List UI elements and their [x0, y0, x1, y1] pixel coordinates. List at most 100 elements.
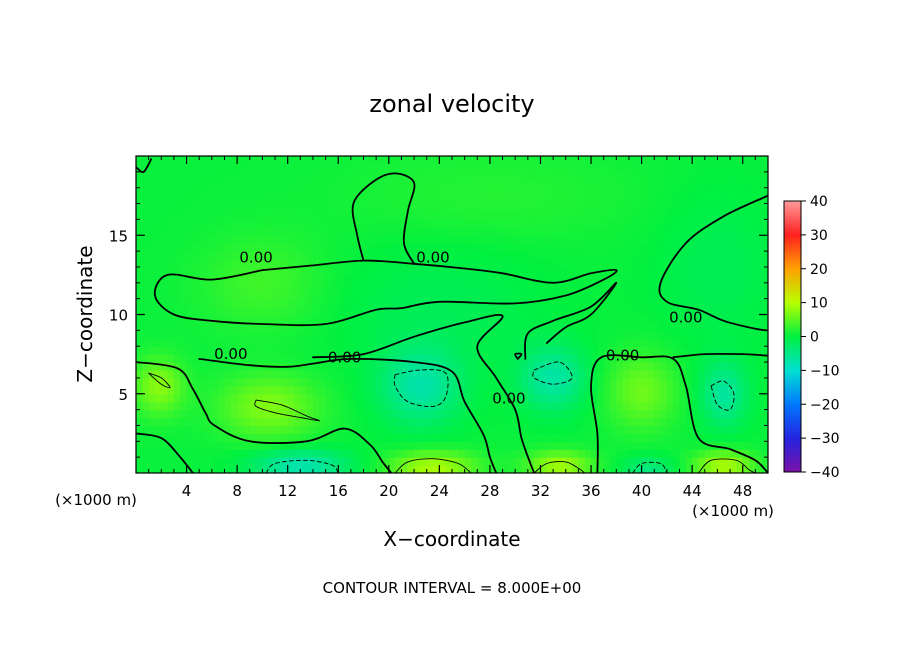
heatmap-cell	[388, 330, 396, 339]
heatmap-cell	[325, 362, 333, 371]
heatmap-cell	[736, 259, 744, 268]
heatmap-cell	[256, 227, 263, 236]
heatmap-cell	[660, 369, 668, 379]
heatmap-cell	[553, 306, 561, 316]
heatmap-cell	[357, 377, 365, 387]
heatmap-cell	[237, 187, 245, 197]
heatmap-cell	[515, 163, 523, 173]
heatmap-cell	[357, 298, 365, 308]
heatmap-cell	[578, 362, 586, 371]
heatmap-cell	[452, 322, 459, 331]
heatmap-cell	[433, 274, 440, 284]
heatmap-cell	[420, 156, 428, 165]
heatmap-cell	[338, 362, 346, 371]
heatmap-cell	[704, 409, 712, 419]
heatmap-cell	[237, 338, 245, 347]
heatmap-cell	[578, 298, 586, 308]
heatmap-cell	[350, 179, 358, 189]
heatmap-cell	[723, 377, 731, 387]
heatmap-cell	[300, 235, 308, 244]
heatmap-cell	[338, 211, 346, 220]
heatmap-cell	[736, 211, 744, 220]
heatmap-cell	[186, 306, 194, 316]
heatmap-cell	[755, 417, 763, 427]
heatmap-cell	[414, 354, 421, 363]
heatmap-cell	[761, 401, 768, 411]
heatmap-cell	[635, 163, 643, 173]
heatmap-cell	[192, 251, 200, 260]
heatmap-cell	[350, 203, 358, 213]
heatmap-cell	[357, 306, 365, 316]
heatmap-cell	[256, 187, 263, 197]
heatmap-cell	[249, 179, 257, 189]
heatmap-cell	[458, 425, 466, 434]
heatmap-cell	[401, 298, 409, 308]
heatmap-cell	[376, 219, 384, 228]
heatmap-cell	[420, 195, 428, 205]
heatmap-cell	[439, 259, 447, 268]
heatmap-cell	[628, 251, 636, 260]
heatmap-cell	[325, 306, 333, 316]
heatmap-cell	[685, 369, 693, 379]
heatmap-cell	[553, 211, 561, 220]
heatmap-cell	[350, 171, 358, 181]
heatmap-cell	[161, 425, 169, 434]
heatmap-cell	[344, 449, 352, 458]
heatmap-cell	[287, 369, 295, 379]
heatmap-cell	[294, 219, 301, 228]
heatmap-cell	[230, 346, 238, 355]
heatmap-cell	[268, 290, 276, 300]
heatmap-cell	[546, 330, 554, 339]
heatmap-cell	[470, 362, 478, 371]
heatmap-cell	[445, 179, 453, 189]
heatmap-cell	[483, 409, 491, 419]
heatmap-cell	[218, 227, 226, 236]
heatmap-cell	[489, 219, 497, 228]
heatmap-cell	[565, 457, 573, 466]
heatmap-cell	[464, 433, 472, 442]
heatmap-cell	[534, 354, 542, 363]
heatmap-cell	[205, 266, 213, 276]
heatmap-cell	[603, 274, 611, 284]
heatmap-cell	[262, 385, 270, 395]
heatmap-cell	[319, 195, 327, 205]
heatmap-cell	[477, 377, 485, 387]
heatmap-cell	[515, 156, 523, 165]
heatmap-cell	[433, 266, 440, 276]
heatmap-cell	[224, 401, 232, 411]
heatmap-cell	[546, 163, 554, 173]
heatmap-cell	[357, 219, 365, 228]
heatmap-cell	[294, 441, 301, 450]
heatmap-cell	[679, 346, 687, 355]
heatmap-cell	[294, 409, 301, 419]
heatmap-cell	[616, 377, 624, 387]
heatmap-cell	[717, 203, 725, 213]
heatmap-cell	[218, 369, 226, 379]
heatmap-cell	[275, 290, 282, 300]
heatmap-cell	[382, 243, 390, 252]
heatmap-cell	[527, 243, 535, 252]
heatmap-cell	[262, 163, 270, 173]
x-axis-label: X−coordinate	[383, 527, 520, 551]
heatmap-cell	[502, 243, 510, 252]
heatmap-cell	[433, 362, 440, 371]
heatmap-cell	[685, 266, 693, 276]
heatmap-cell	[546, 449, 554, 458]
heatmap-cell	[572, 203, 579, 213]
heatmap-cell	[281, 330, 289, 339]
heatmap-cell	[350, 362, 358, 371]
heatmap-cell	[692, 179, 700, 189]
heatmap-cell	[622, 259, 630, 268]
heatmap-cell	[534, 393, 542, 403]
heatmap-cell	[483, 314, 491, 324]
heatmap-cell	[742, 425, 750, 434]
heatmap-cell	[192, 330, 200, 339]
heatmap-cell	[154, 156, 162, 165]
heatmap-cell	[464, 235, 472, 244]
heatmap-cell	[483, 179, 491, 189]
heatmap-cell	[591, 425, 598, 434]
heatmap-cell	[312, 393, 320, 403]
heatmap-cell	[692, 211, 700, 220]
heatmap-cell	[673, 369, 681, 379]
heatmap-cell	[578, 369, 586, 379]
